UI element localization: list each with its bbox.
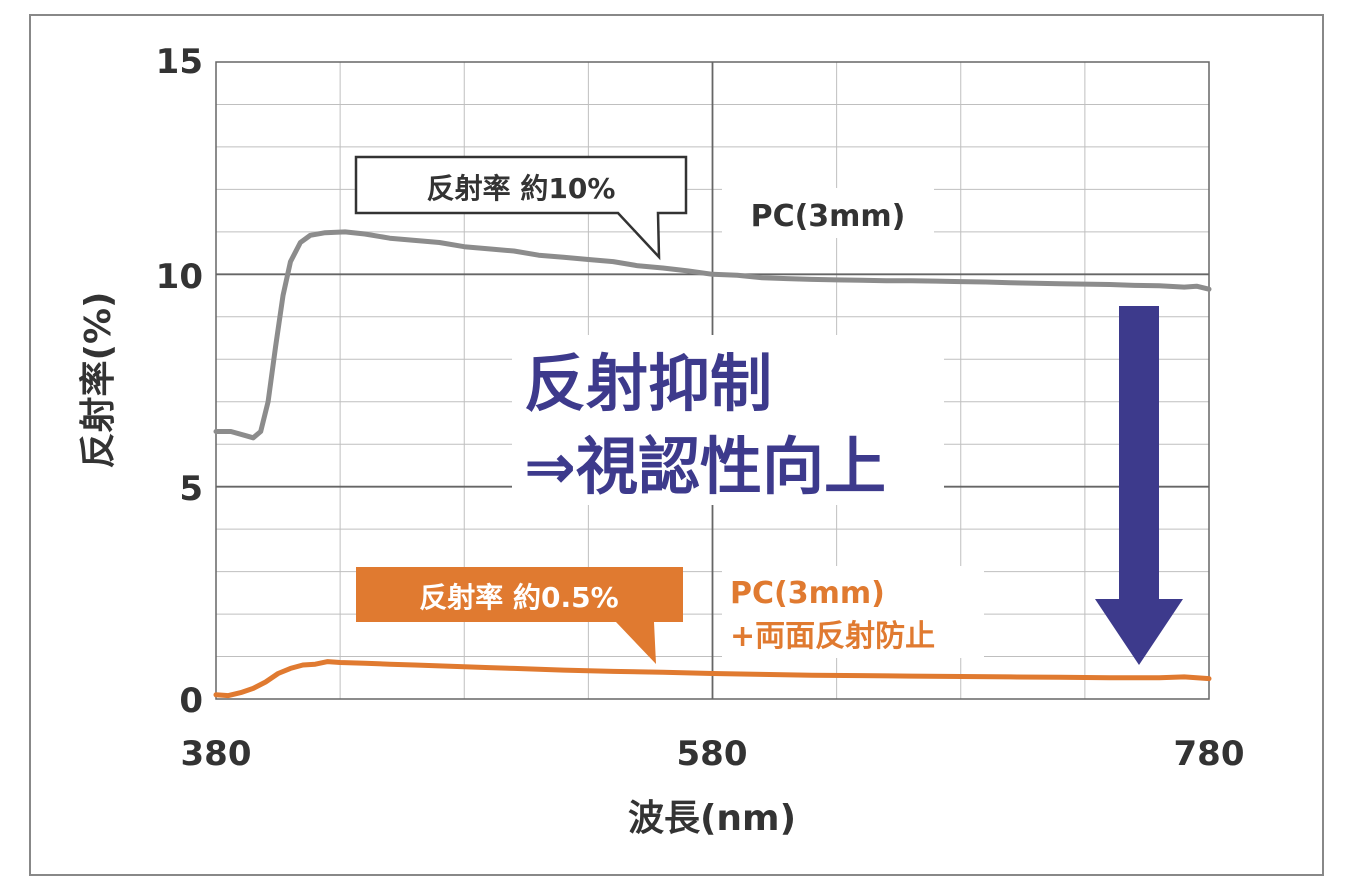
orange-series-label-line1: PC(3mm) <box>730 576 885 611</box>
gray-callout-text: 反射率 約10% <box>427 172 616 205</box>
orange-callout-text: 反射率 約0.5% <box>419 581 618 614</box>
orange-series-label-bg <box>722 566 984 658</box>
plot-area-border <box>215 61 1210 700</box>
x-axis-title: 波長(nm) <box>628 798 796 839</box>
message-line1: 反射抑制 <box>524 347 772 420</box>
x-tick-label-780: 780 <box>1174 734 1245 774</box>
y-tick-label-5: 5 <box>179 469 203 509</box>
gray-callout-box <box>354 155 688 261</box>
orange-series-label-line2: +両面反射防止 <box>730 619 935 654</box>
x-tick-label-380: 380 <box>181 734 252 774</box>
down-arrow-icon <box>1095 306 1183 665</box>
y-tick-label-15: 15 <box>156 42 203 82</box>
series-line-pc <box>213 229 1212 441</box>
orange-callout-box <box>356 567 683 664</box>
x-tick-label-580: 580 <box>677 734 748 774</box>
message-line2: ⇒視認性向上 <box>524 430 886 503</box>
gray-series-label: PC(3mm) <box>751 199 906 234</box>
y-tick-label-0: 0 <box>179 681 203 721</box>
y-axis-title: 反射率(%) <box>78 292 119 469</box>
gray-series-label-bg <box>722 188 934 238</box>
series-layer <box>213 229 1212 699</box>
y-tick-label-10: 10 <box>156 257 203 297</box>
series-line-pc-antireflection <box>213 659 1212 699</box>
message-bg <box>512 335 944 505</box>
